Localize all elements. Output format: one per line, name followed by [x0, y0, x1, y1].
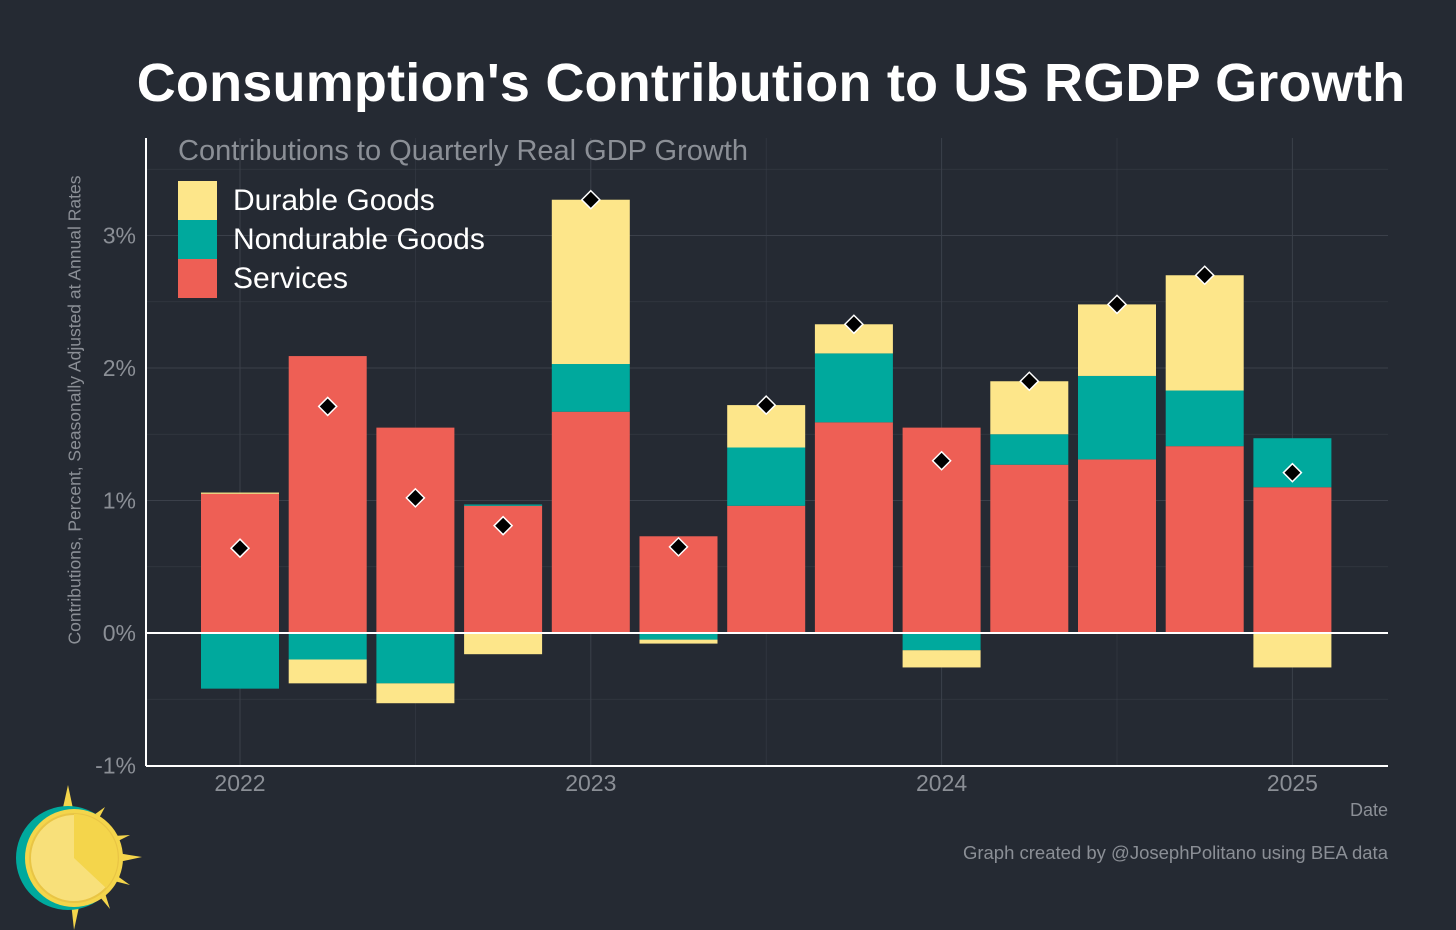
total-marker [668, 536, 689, 557]
bar-services [1165, 446, 1244, 633]
bar-nondurable-goods [551, 364, 630, 412]
y-tick-label: 0% [103, 620, 136, 646]
bars-layer [201, 199, 1332, 704]
bar-durable-goods [1253, 633, 1332, 668]
bar-nondurable-goods [902, 633, 981, 651]
legend-label-nondurable: Nondurable Goods [233, 222, 485, 256]
bar-nondurable-goods [814, 353, 893, 423]
bar-services [551, 411, 630, 633]
bar-nondurable-goods [639, 633, 718, 640]
total-markers-layer [229, 189, 1303, 559]
legend-item-services: Services [178, 259, 485, 298]
bar-durable-goods [376, 683, 455, 704]
chart-subtitle: Contributions to Quarterly Real GDP Grow… [178, 135, 749, 167]
bar-services [376, 427, 455, 633]
total-marker [756, 395, 777, 416]
legend-swatch-nondurable [178, 220, 217, 259]
x-tick-label: 2022 [214, 770, 265, 796]
bar-nondurable-goods [288, 633, 367, 660]
total-marker [1194, 265, 1215, 286]
bar-durable-goods [288, 659, 367, 684]
bar-nondurable-goods [464, 504, 543, 506]
total-marker [493, 515, 514, 536]
bar-nondurable-goods [376, 633, 455, 684]
bar-durable-goods [201, 492, 279, 494]
total-marker [229, 538, 251, 559]
bar-durable-goods [551, 199, 630, 365]
x-tick-label: 2024 [916, 770, 967, 796]
bar-services [1078, 459, 1156, 633]
bar-durable-goods [1078, 304, 1156, 376]
legend-label-durable: Durable Goods [233, 183, 435, 217]
bar-services [990, 464, 1069, 633]
bar-nondurable-goods [1165, 390, 1244, 447]
bar-nondurable-goods [201, 633, 279, 689]
total-marker [1282, 462, 1303, 483]
total-marker [1106, 294, 1128, 315]
legend-swatch-durable [178, 181, 217, 220]
x-tick-label: 2023 [565, 770, 616, 796]
total-marker [317, 396, 338, 417]
y-tick-label: 3% [103, 223, 136, 249]
y-tick-label: 1% [103, 488, 136, 514]
chart-title: Consumption's Contribution to US RGDP Gr… [136, 53, 1406, 113]
bar-services [201, 493, 279, 633]
total-marker [580, 189, 601, 210]
legend-swatch-services [178, 259, 217, 298]
bar-nondurable-goods [727, 447, 806, 506]
sun-logo-icon [16, 785, 142, 930]
bar-durable-goods [1165, 275, 1244, 391]
x-axis-label: Date [1349, 800, 1388, 820]
y-tick-label: -1% [95, 753, 136, 779]
legend-label-services: Services [233, 261, 349, 295]
bar-nondurable-goods [1078, 375, 1156, 460]
total-marker [931, 450, 952, 471]
total-marker [405, 487, 426, 508]
x-tick-label: 2025 [1267, 770, 1318, 796]
axes-layer: -1% 0% 1% 2% 3% 2022 2023 2024 2025 [95, 138, 1388, 796]
bar-durable-goods [902, 650, 981, 668]
bar-services [1253, 487, 1332, 633]
legend-item-durable: Durable Goods [178, 181, 485, 220]
y-axis-label: Contributions, Percent, Seasonally Adjus… [64, 175, 85, 645]
bar-durable-goods [639, 639, 718, 644]
y-tick-label: 2% [103, 355, 136, 381]
bar-services [814, 422, 893, 633]
legend: Durable Goods Nondurable Goods Services [178, 181, 485, 298]
bar-nondurable-goods [990, 434, 1069, 465]
legend-item-nondurable: Nondurable Goods [178, 220, 485, 259]
bar-durable-goods [464, 633, 543, 655]
bar-services [727, 505, 806, 633]
total-marker [843, 314, 864, 335]
credit-text: Graph created by @JosephPolitano using B… [962, 842, 1388, 863]
total-marker [1019, 371, 1040, 392]
